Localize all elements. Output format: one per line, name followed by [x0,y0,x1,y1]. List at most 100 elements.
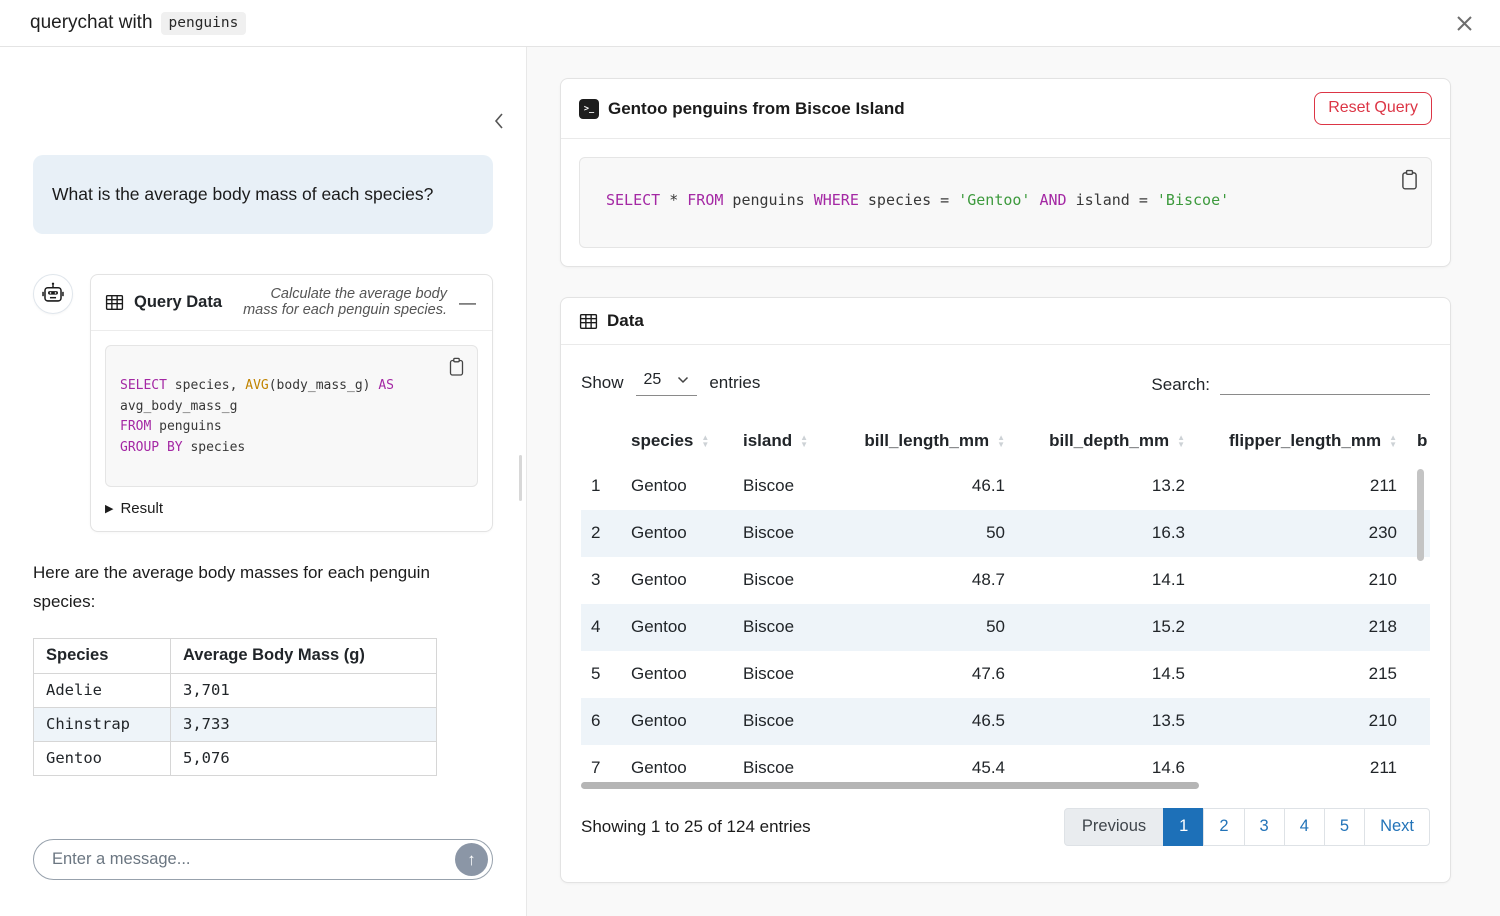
reset-query-button[interactable]: Reset Query [1314,92,1432,125]
sort-icon: ▲ ▼ [800,433,809,449]
chat-result-table-body: Adelie 3,701 Chinstrap 3,733 Gentoo 5,076 [33,673,437,776]
search-label: Search: [1151,375,1210,394]
pagination: Previous 1 2 3 4 5 Next [1063,808,1430,846]
page-length-select[interactable]: 25 [635,369,698,396]
result-toggle[interactable]: ▶ Result [105,500,478,517]
minus-icon: — [459,292,476,312]
datatable-scroll-area: species ▲ ▼ island ▲ ▼ bill_length_mm ▲ ▼ bill_de… [581,429,1430,792]
assistant-message-text: Here are the average body masses for eac… [33,563,430,611]
data-card-header: Data [561,298,1450,345]
close-button[interactable] [1450,9,1478,37]
chat-result-table: Species Average Body Mass (g) Adelie 3,701… [33,638,437,776]
page-button-2[interactable]: 2 [1203,808,1245,846]
page-button-next[interactable]: Next [1364,808,1430,846]
copy-query-button[interactable] [1398,167,1421,193]
query-sql-codeblock: SELECT * FROM penguins WHERE species = '… [579,157,1432,248]
page-length-control: Show 25 entries [581,369,760,396]
datatable-footer: Showing 1 to 25 of 124 entries Previous 1… [581,808,1430,846]
search-control: Search: [1151,369,1430,395]
chevron-down-icon [677,376,689,384]
table-row: 7 Gentoo Biscoe 45.4 14.6 211 [591,758,1397,777]
terminal-icon: >_ [579,98,599,119]
send-message-button[interactable]: ↑ [455,843,488,876]
page-title: querychat with penguins [30,11,247,35]
table-vertical-scrollbar[interactable] [1417,469,1424,561]
user-message-bubble: What is the average body mass of each sp… [33,155,493,234]
chat-result-table-head: Species Average Body Mass (g) [33,638,437,674]
data-table-body: 1 Gentoo Biscoe 46.1 13.2 211 2 Gentoo Biscoe 50 1… [581,463,1430,792]
page-title-text: querychat with [30,12,153,33]
tool-card-body: SELECT species, AVG(body_mass_g) AS avg_b… [91,331,492,531]
sidebar-collapse-button[interactable] [488,107,510,135]
app-header: querychat with penguins [0,0,1500,47]
datatable-controls: Show 25 entries Search: [581,369,1430,396]
page-button-3[interactable]: 3 [1243,808,1285,846]
page-button-1[interactable]: 1 [1163,808,1205,846]
tool-card-minimize-button[interactable]: — [457,293,478,313]
query-card-title: Gentoo penguins from Biscoe Island [608,98,905,118]
table-icon [105,293,124,312]
sort-icon: ▲ ▼ [997,433,1005,449]
sidebar-scrollbar[interactable] [519,455,522,501]
close-icon [1455,14,1474,33]
table-horizontal-scrollbar[interactable] [581,782,1199,789]
tool-sql-code: SELECT species, AVG(body_mass_g) AS avg_b… [120,378,394,455]
show-label: Show [581,372,624,392]
clipboard-icon [448,357,465,377]
column-header-species[interactable]: species ▲ ▼ [631,431,710,450]
penguins-data-table: species ▲ ▼ island ▲ ▼ bill_length_mm ▲ ▼ bill_de… [581,429,1430,792]
chat-sidebar: What is the average body mass of each sp… [0,47,527,916]
chat-table-row: Adelie 3,701 [33,673,437,708]
main-panel: >_ Gentoo penguins from Biscoe Island Re… [527,47,1500,916]
result-toggle-label: Result [120,500,163,517]
clipboard-icon [1400,169,1419,191]
dataset-badge: penguins [160,11,247,35]
page-button-4[interactable]: 4 [1283,808,1325,846]
entries-label: entries [709,372,761,392]
page-button-5[interactable]: 5 [1323,808,1366,846]
tool-call-card: Query Data Calculate the average body ma… [90,274,493,532]
column-header-bill_length_mm[interactable]: bill_length_mm ▲ ▼ [864,431,1005,450]
chat-table-header: Species [33,638,171,674]
page-length-value: 25 [643,371,662,388]
arrow-up-icon: ↑ [467,850,476,869]
data-card-title: Data [607,311,644,330]
column-header-flipper_length_mm[interactable]: flipper_length_mm ▲ ▼ [1228,431,1397,450]
copy-sql-button[interactable] [446,355,467,379]
data-card: Data Show 25 entries [560,297,1451,883]
chat-table-header: Average Body Mass (g) [170,638,437,674]
table-icon [579,312,598,331]
chat-table-row: Chinstrap 3,733 [33,707,437,742]
assistant-message-row: Query Data Calculate the average body ma… [33,274,493,532]
tool-sql-codeblock: SELECT species, AVG(body_mass_g) AS avg_b… [105,345,478,487]
column-header-island[interactable]: island ▲ ▼ [743,431,809,450]
sort-icon: ▲ ▼ [1389,433,1397,449]
query-sql-code: SELECT * FROM penguins WHERE species = '… [606,191,1230,209]
table-row: 1 Gentoo Biscoe 46.1 13.2 211 [591,476,1397,495]
column-header-bill_depth_mm[interactable]: bill_depth_mm ▲ ▼ [1049,431,1185,450]
chat-table-row: Gentoo 5,076 [33,741,437,776]
chevron-left-icon [492,111,506,131]
table-search-input[interactable] [1220,369,1430,395]
table-row: 2 Gentoo Biscoe 50 16.3 230 [581,510,1430,557]
sort-icon: ▲ ▼ [1177,433,1185,449]
chat-message-input[interactable] [33,839,493,880]
table-info-text: Showing 1 to 25 of 124 entries [581,817,811,836]
data-card-body: Show 25 entries Search: [561,345,1450,868]
page-button-previous: Previous [1063,808,1165,846]
tool-card-title: Query Data [134,293,223,311]
tool-card-description: Calculate the average body mass for each… [243,286,447,318]
current-query-card: >_ Gentoo penguins from Biscoe Island Re… [560,78,1451,267]
data-table-head: species ▲ ▼ island ▲ ▼ bill_length_mm ▲ ▼ bill_de… [581,429,1430,463]
query-card-header: >_ Gentoo penguins from Biscoe Island Re… [561,79,1450,139]
tool-card-header: Query Data Calculate the average body ma… [91,275,492,331]
table-row: 5 Gentoo Biscoe 47.6 14.5 215 [591,664,1397,683]
chat-input-row: ↑ [33,839,493,880]
robot-icon [40,281,66,307]
table-row: 4 Gentoo Biscoe 50 15.2 218 [581,604,1430,651]
column-header-b: b [1417,431,1428,450]
caret-right-icon: ▶ [105,503,114,515]
column-header-rownum [581,429,621,463]
table-row: 3 Gentoo Biscoe 48.7 14.1 210 [591,570,1397,589]
table-row: 6 Gentoo Biscoe 46.5 13.5 210 [581,698,1430,745]
